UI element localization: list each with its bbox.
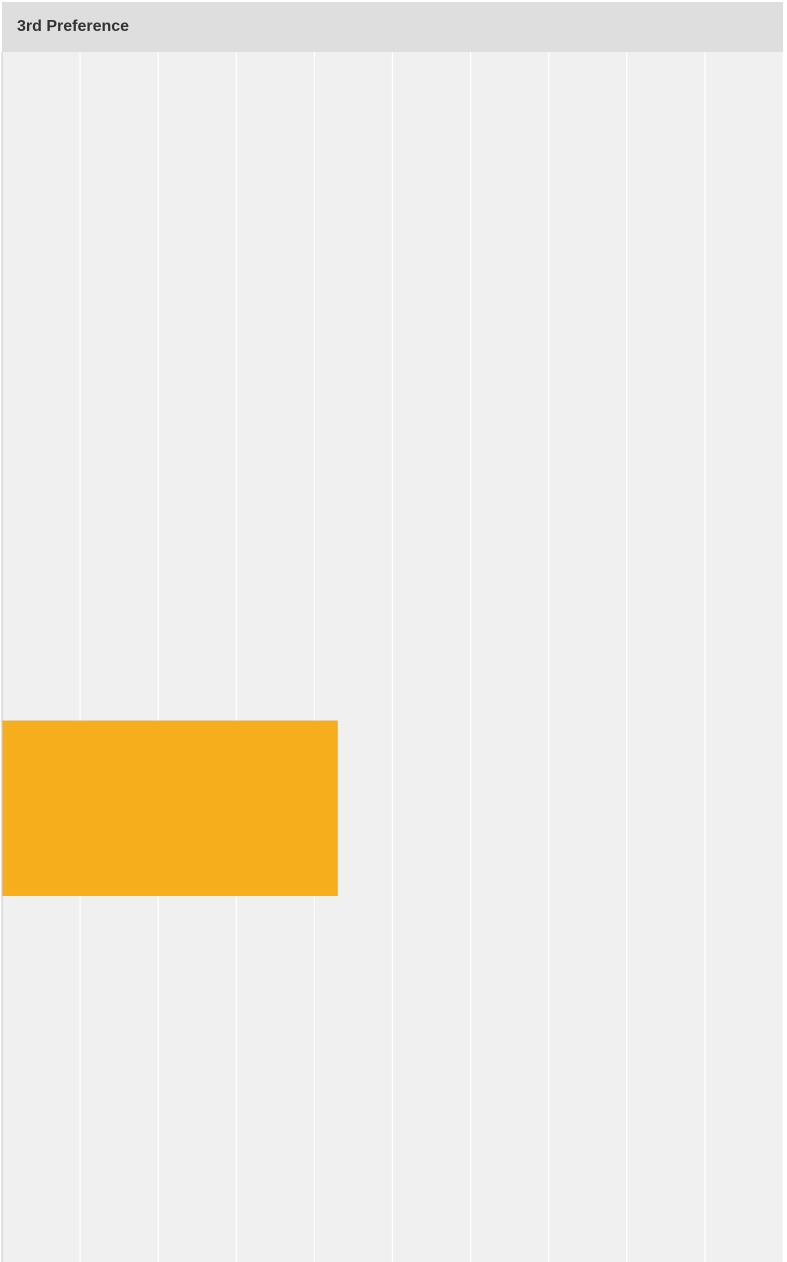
marks xyxy=(2,720,338,896)
grid xyxy=(1,52,784,1262)
chart-title: 3rd Preference xyxy=(17,18,129,35)
panel-header xyxy=(2,2,783,52)
bar xyxy=(2,720,338,896)
